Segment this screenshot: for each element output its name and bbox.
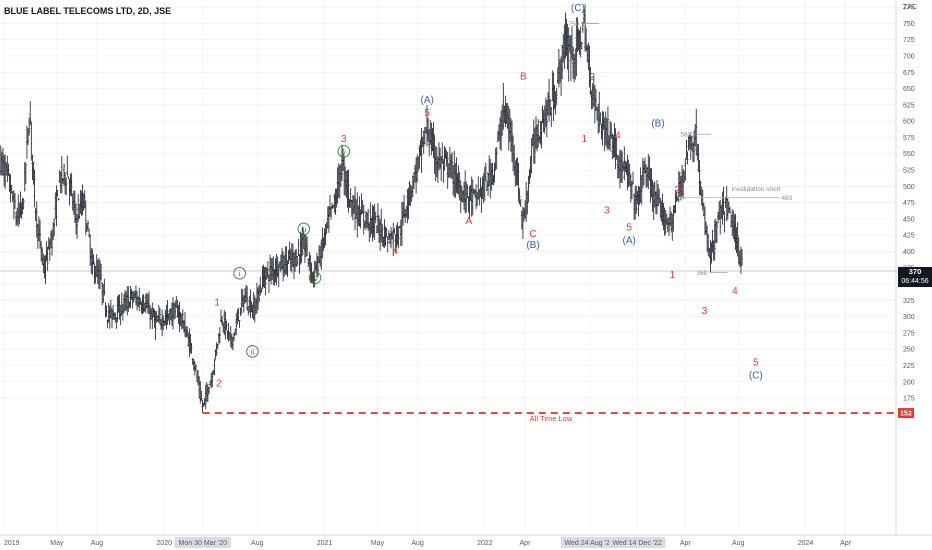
x-tick-label: Mon 30 Mar '20	[179, 540, 228, 547]
wave-label: 2	[590, 72, 596, 83]
x-tick-label: 2022	[477, 540, 493, 547]
y-tick-label: 425	[903, 233, 915, 240]
x-tick-label: 2019	[4, 540, 20, 547]
y-tick-label: 775	[903, 5, 915, 12]
wave-label: 5	[626, 223, 632, 234]
horizontal-levels: All Time Low	[0, 270, 896, 423]
y-tick-label: 325	[903, 298, 915, 305]
all-time-low-label: All Time Low	[530, 414, 573, 423]
wave-label: (C)	[749, 371, 763, 382]
y-tick-label: 625	[903, 102, 915, 109]
x-tick-label: Apr	[520, 540, 532, 547]
wave-label: 3	[341, 134, 347, 145]
wave-label: 2	[674, 185, 680, 196]
wave-circle	[246, 345, 259, 358]
y-tick-label: 400	[903, 249, 915, 256]
y-tick-label: 575	[903, 135, 915, 142]
x-tick-highlight	[608, 537, 666, 548]
price-marker-label: 750	[568, 21, 579, 28]
x-tick-label: Wed 24 Aug '22	[565, 540, 614, 547]
y-tick-label: 250	[903, 347, 915, 354]
y-tick-label: 275	[903, 330, 915, 337]
wave-circle	[297, 222, 311, 236]
y-tick-label: 750	[903, 21, 915, 28]
price-candles	[0, 4, 743, 413]
y-tick-label: 450	[903, 216, 915, 223]
wave-label: 1	[214, 298, 220, 309]
y-tick-label: 200	[903, 379, 915, 386]
all-time-low-badge	[898, 408, 914, 419]
wave-label: 3	[604, 206, 610, 217]
x-tick-label: Aug	[251, 540, 264, 547]
y-tick-label: 550	[903, 151, 915, 158]
x-tick-label: Aug	[411, 540, 424, 547]
price-marker-label: 580	[680, 132, 691, 139]
x-tick-highlight	[560, 537, 618, 548]
wave-label: iv	[312, 274, 318, 283]
wave-label: (A)	[622, 236, 635, 247]
y-tick-label: 725	[903, 37, 915, 44]
price-marker-label: 368	[696, 270, 707, 277]
wave-label: 5	[424, 108, 430, 119]
y-tick-label: 225	[903, 363, 915, 370]
x-tick-label: 2024	[798, 540, 814, 547]
x-tick-label: Aug	[91, 540, 104, 547]
y-tick-label: 500	[903, 184, 915, 191]
chart-title: BLUE LABEL TELECOMS LTD, 2D, JSE	[4, 6, 171, 16]
current-price-badge: 370 06:44:56	[898, 267, 932, 288]
x-tick-label: Apr	[680, 540, 692, 547]
x-tick-label: May	[50, 540, 64, 547]
time-axis[interactable]: 2019 May Aug 2020 Mon 30 Mar '20 Aug 2021 May Au…	[0, 534, 932, 548]
currency-label: ZAC	[903, 4, 917, 11]
wave-label: 4	[732, 286, 738, 297]
y-tick-label: 525	[903, 168, 915, 175]
price-marker-label: 483	[781, 195, 792, 202]
x-tick-label: Apr	[840, 540, 852, 547]
wave-label: (B)	[651, 118, 664, 129]
y-tick-label: 600	[903, 119, 915, 126]
wave-label: B	[520, 71, 527, 82]
y-tick-label: 475	[903, 200, 915, 207]
wave-label: 1	[670, 270, 676, 281]
x-tick-label: 2021	[317, 540, 333, 547]
wave-circle	[308, 271, 322, 285]
wave-circle	[233, 266, 246, 280]
current-price-value: 370	[909, 267, 922, 276]
invalidation-label: Invalidation short	[731, 186, 780, 193]
y-tick-label: 700	[903, 53, 915, 60]
wave-label: 5	[753, 357, 759, 368]
wave-label: i	[239, 269, 241, 278]
wave-label: 4	[392, 246, 398, 257]
wave-label: v	[342, 147, 346, 156]
wave-label: (A)	[421, 95, 434, 106]
wave-label: C	[529, 229, 536, 240]
wave-label: (B)	[526, 240, 539, 251]
x-tick-label: Wed 14 Dec '22	[612, 540, 662, 547]
x-tick-highlight	[174, 537, 231, 548]
x-tick-label: Aug	[732, 540, 745, 547]
wave-label: A	[466, 216, 473, 227]
wave-label: 1	[582, 134, 588, 145]
x-tick-label: 2020	[157, 540, 173, 547]
price-annotations: 750 580 483 368 Invalidation short	[568, 21, 792, 277]
y-tick-label: 175	[903, 396, 915, 403]
bar-countdown: 06:44:56	[901, 278, 928, 285]
wave-label: 2	[216, 378, 222, 389]
y-tick-label: 300	[903, 314, 915, 321]
wave-circle	[337, 145, 351, 158]
wave-label: 4	[615, 131, 621, 142]
y-tick-label: 650	[903, 86, 915, 93]
y-tick-label: 675	[903, 70, 915, 77]
wave-label: iii	[301, 225, 306, 234]
wave-label: 3	[702, 306, 708, 317]
all-time-low-badge-value: 152	[900, 411, 912, 418]
wave-label: (C)	[571, 3, 585, 14]
wave-label: ii	[251, 347, 255, 356]
x-tick-label: May	[371, 540, 385, 547]
